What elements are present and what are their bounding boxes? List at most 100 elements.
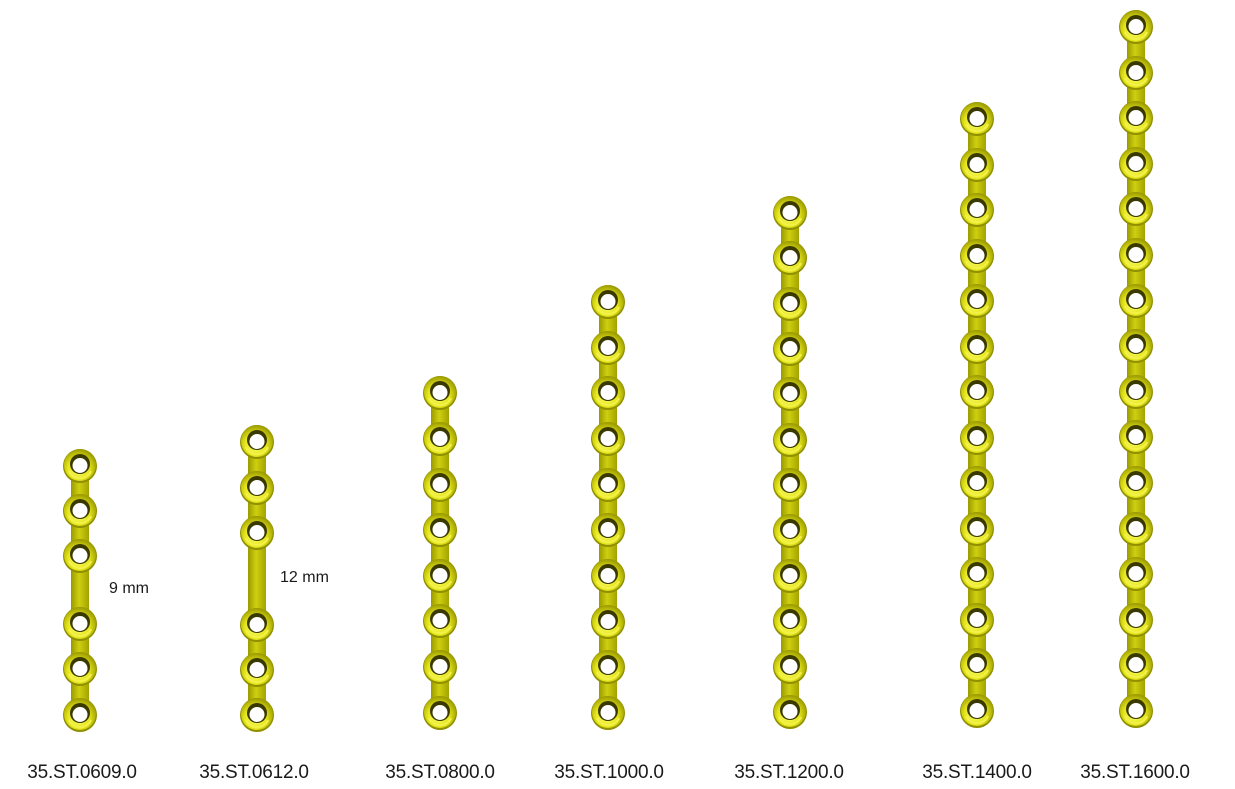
hole-highlight [595, 534, 621, 544]
hole-center [1128, 703, 1144, 718]
screw-hole [1119, 101, 1153, 135]
hole-center [600, 385, 616, 400]
hole-highlight [595, 671, 621, 681]
hole-center [782, 341, 798, 356]
screw-hole [423, 650, 457, 684]
screw-hole [591, 605, 625, 639]
hole-highlight [1123, 669, 1149, 679]
hole-highlight [427, 580, 453, 590]
plates-layer [63, 10, 1153, 732]
bone-plate [1119, 10, 1153, 728]
hole-center [1128, 201, 1144, 216]
screw-hole [240, 516, 274, 550]
screw-hole [1119, 375, 1153, 409]
hole-center [969, 566, 985, 581]
screw-hole [591, 513, 625, 547]
hole-highlight [964, 305, 990, 315]
hole-highlight [1123, 77, 1149, 87]
hole-highlight [964, 487, 990, 497]
screw-hole [960, 421, 994, 455]
screw-hole [1119, 557, 1153, 591]
hole-center [249, 480, 265, 495]
hole-highlight [777, 580, 803, 590]
screw-hole [240, 608, 274, 642]
hole-highlight [67, 719, 93, 729]
plate-code-label: 35.ST.1600.0 [1080, 762, 1190, 783]
screw-hole [960, 694, 994, 728]
hole-highlight [244, 719, 270, 729]
hole-highlight [964, 214, 990, 224]
hole-highlight [1123, 624, 1149, 634]
screw-hole [960, 375, 994, 409]
hole-center [969, 339, 985, 354]
hole-center [969, 111, 985, 126]
screw-hole [63, 652, 97, 686]
hole-center [782, 568, 798, 583]
screw-hole [960, 102, 994, 136]
screw-hole [773, 377, 807, 411]
hole-highlight [595, 626, 621, 636]
hole-center [969, 475, 985, 490]
hole-center [249, 434, 265, 449]
hole-highlight [595, 717, 621, 727]
hole-center [782, 704, 798, 719]
plate-code-label: 35.ST.0800.0 [385, 762, 495, 783]
hole-highlight [244, 674, 270, 684]
hole-center [1128, 247, 1144, 262]
screw-hole [591, 559, 625, 593]
screw-hole [1119, 603, 1153, 637]
hole-center [1128, 475, 1144, 490]
hole-center [600, 659, 616, 674]
hole-highlight [427, 397, 453, 407]
hole-highlight [777, 671, 803, 681]
hole-highlight [964, 351, 990, 361]
hole-center [432, 431, 448, 446]
hole-center [72, 616, 88, 631]
screw-hole [63, 607, 97, 641]
screw-hole [773, 559, 807, 593]
screw-hole [591, 376, 625, 410]
hole-highlight [964, 396, 990, 406]
hole-center [600, 431, 616, 446]
hole-highlight [1123, 396, 1149, 406]
hole-center [969, 703, 985, 718]
hole-center [249, 662, 265, 677]
hole-center [600, 522, 616, 537]
hole-highlight [427, 671, 453, 681]
hole-center [969, 384, 985, 399]
hole-center [969, 657, 985, 672]
hole-highlight [427, 717, 453, 727]
screw-hole [960, 239, 994, 273]
screw-hole [591, 422, 625, 456]
hole-center [782, 477, 798, 492]
screw-hole [960, 557, 994, 591]
hole-center [249, 707, 265, 722]
hole-center [969, 612, 985, 627]
hole-center [600, 477, 616, 492]
hole-center [432, 522, 448, 537]
hole-center [969, 521, 985, 536]
hole-highlight [964, 260, 990, 270]
bone-plate [960, 102, 994, 728]
hole-center [72, 548, 88, 563]
screw-hole [960, 648, 994, 682]
screw-hole [1119, 192, 1153, 226]
hole-center [600, 705, 616, 720]
plate-code-label: 35.ST.1400.0 [922, 762, 1032, 783]
hole-highlight [777, 217, 803, 227]
screw-hole [240, 425, 274, 459]
hole-center [72, 458, 88, 473]
hole-highlight [595, 489, 621, 499]
screw-hole [773, 514, 807, 548]
screw-hole [63, 539, 97, 573]
hole-highlight [595, 443, 621, 453]
hole-center [600, 568, 616, 583]
bone-plate [240, 425, 274, 732]
screw-hole [63, 449, 97, 483]
hole-highlight [67, 470, 93, 480]
hole-highlight [777, 262, 803, 272]
hole-center [600, 340, 616, 355]
hole-highlight [964, 533, 990, 543]
hole-highlight [1123, 578, 1149, 588]
